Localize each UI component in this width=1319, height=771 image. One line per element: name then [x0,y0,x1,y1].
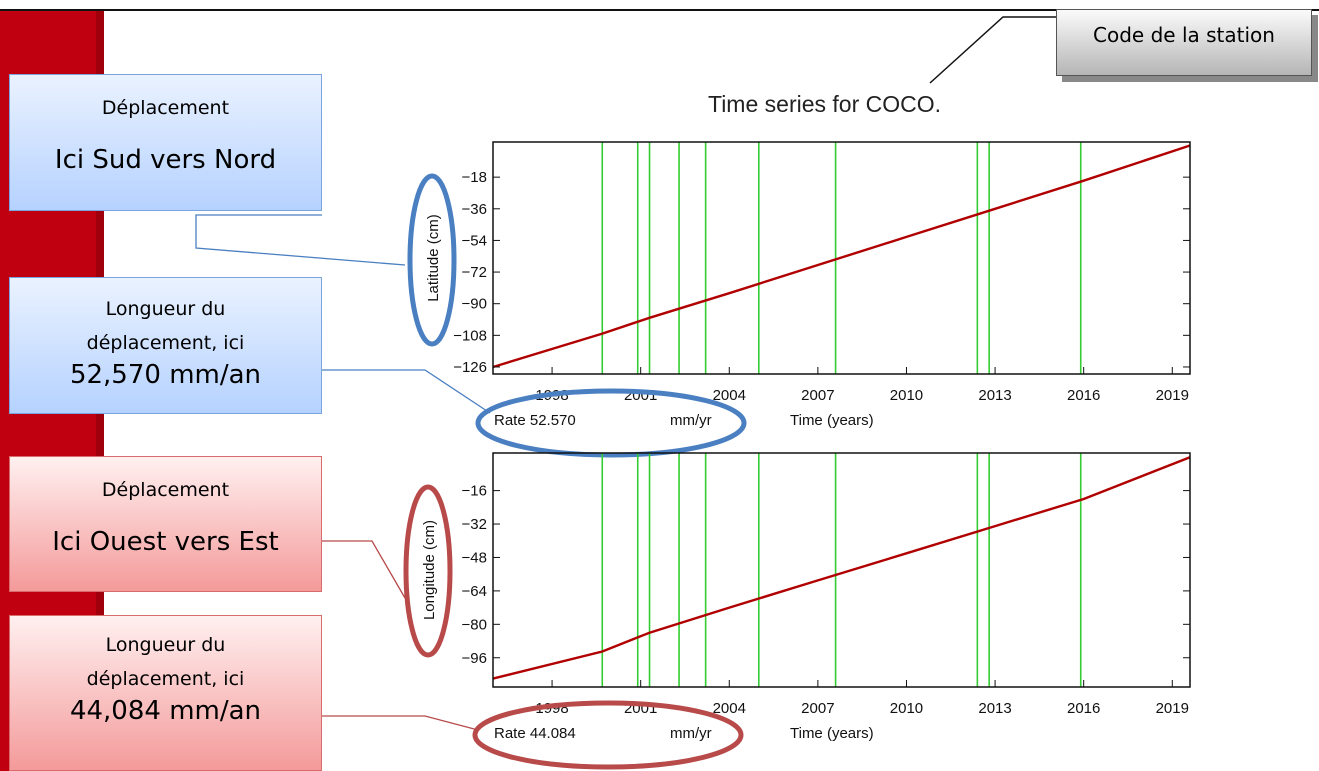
station-code-callout: Code de la station [1056,9,1312,76]
longitude-callout-leader-1 [322,715,479,731]
latitude-direction-callout: Déplacement Ici Sud vers Nord [9,74,322,211]
longitude-rate-line1: Longueur du [105,634,226,656]
longitude-direction-text: Ici Ouest vers Est [52,527,279,557]
longitude-y-tick-label-0: −16 [462,483,487,500]
latitude-x-axis-label: Time (years) [790,412,874,429]
longitude-rate-value: 44,084 mm/an [69,696,262,726]
longitude-y-tick-label-3: −64 [462,583,487,600]
latitude-rate-line2: déplacement, ici [86,332,245,354]
longitude-y-tick-label-1: −32 [462,516,487,533]
longitude-plot-frame [492,452,1191,688]
longitude-rate-callout: Longueur du déplacement, ici 44,084 mm/a… [9,615,322,771]
longitude-rate-label: Rate 44.084 [494,725,576,742]
longitude-displacement-series-0 [492,456,1191,680]
latitude-y-tick-label-3: −72 [462,264,487,281]
latitude-x-tick-label-6: 2016 [1067,387,1100,404]
latitude-y-tick-label-5: −108 [453,327,487,344]
latitude-y-tick-label-1: −36 [462,201,487,218]
longitude-x-tick-label-6: 2016 [1067,700,1100,717]
latitude-plot-frame [492,141,1191,375]
latitude-x-tick-label-7: 2019 [1156,387,1189,404]
latitude-rate-line1: Longueur du [105,298,226,320]
latitude-x-tick-label-5: 2013 [978,387,1011,404]
latitude-axis-highlight-ellipse [407,173,457,347]
chart-title: Time series for COCO. [708,91,942,117]
longitude-direction-callout: Déplacement Ici Ouest vers Est [9,456,322,592]
longitude-rate-unit: mm/yr [670,725,712,742]
longitude-heading: Déplacement [101,479,230,501]
longitude-rate-highlight-ellipse [472,700,744,770]
latitude-x-tick-label-3: 2007 [801,387,834,404]
latitude-x-tick-label-4: 2010 [890,387,923,404]
latitude-rate-callout: Longueur du déplacement, ici 52,570 mm/a… [9,277,322,414]
latitude-heading: Déplacement [101,97,230,119]
station-leader-line [929,16,1056,84]
longitude-x-tick-label-2: 2004 [713,700,746,717]
longitude-x-tick-label-3: 2007 [801,700,834,717]
latitude-displacement-series-0 [492,144,1191,369]
longitude-y-tick-label-5: −96 [462,650,487,667]
longitude-y-axis-label: Longitude (cm) [421,520,438,620]
latitude-callout-leader-0 [195,214,406,266]
longitude-callout-leader-0 [322,540,406,599]
latitude-direction-text: Ici Sud vers Nord [54,145,277,175]
longitude-x-axis-label: Time (years) [790,725,874,742]
latitude-rate-value: 52,570 mm/an [69,360,262,390]
longitude-x-tick-label-4: 2010 [890,700,923,717]
latitude-y-tick-label-0: −18 [462,169,487,186]
longitude-x-tick-label-7: 2019 [1156,700,1189,717]
longitude-y-tick-label-2: −48 [462,549,487,566]
longitude-y-tick-label-4: −80 [462,616,487,633]
longitude-rate-line2: déplacement, ici [86,668,245,690]
latitude-rate-highlight-ellipse [475,388,747,458]
latitude-rate-label: Rate 52.570 [494,412,576,429]
longitude-x-tick-label-5: 2013 [978,700,1011,717]
top-border [0,9,1319,11]
latitude-y-tick-label-6: −126 [453,359,487,376]
latitude-callout-leader-1 [322,369,491,414]
latitude-x-tick-label-2: 2004 [713,387,746,404]
latitude-y-axis-label: Latitude (cm) [425,214,442,302]
latitude-y-tick-label-2: −54 [462,232,487,249]
longitude-axis-highlight-ellipse [403,484,453,658]
latitude-y-tick-label-4: −90 [462,296,487,313]
latitude-rate-unit: mm/yr [670,412,712,429]
